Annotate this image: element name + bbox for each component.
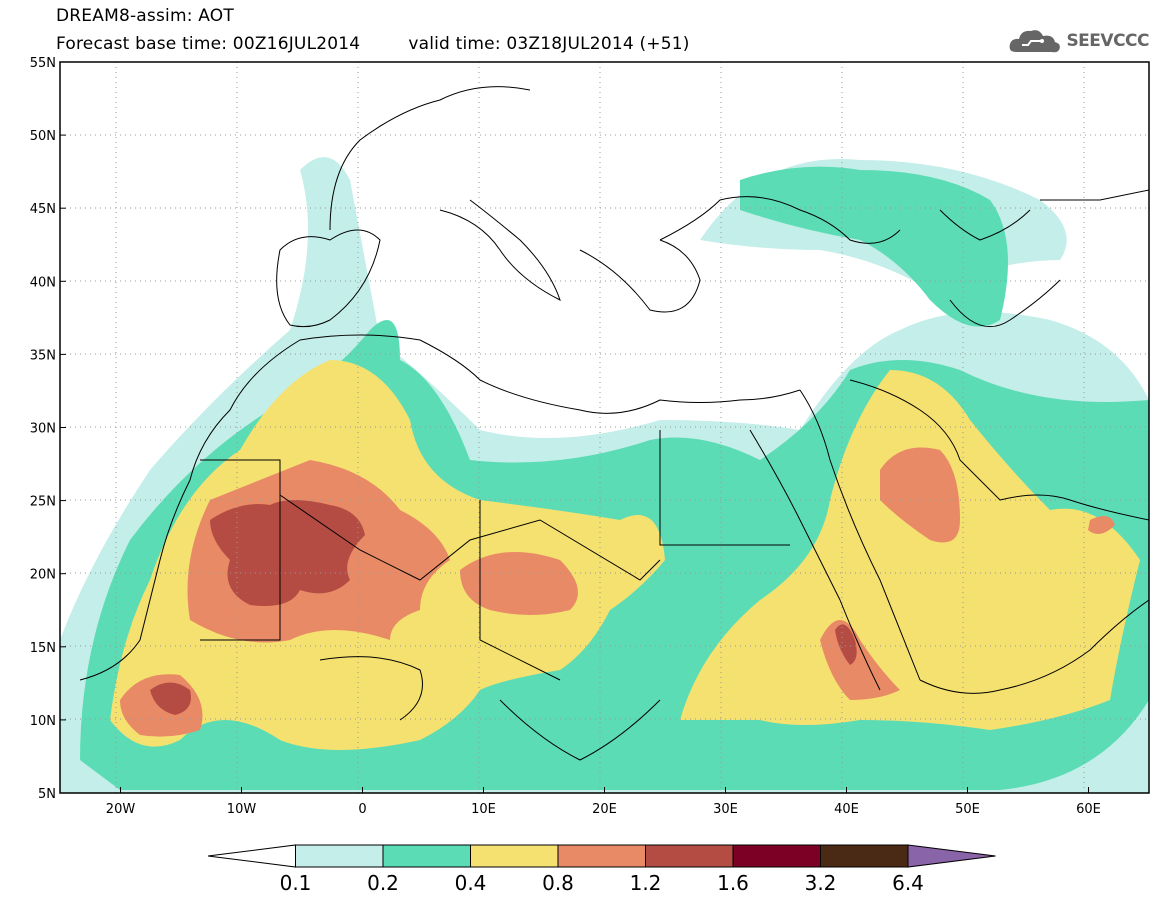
colorbar-label: 1.2 [630, 871, 662, 895]
colorbar-label: 3.2 [805, 871, 837, 895]
map-title: DREAM8-assim: AOT [56, 6, 234, 26]
colorbar-box [470, 844, 559, 868]
lat-label: 40N [30, 275, 56, 290]
lon-label: 10E [471, 802, 496, 817]
lon-label: 10W [227, 802, 257, 817]
colorbar-box [295, 844, 384, 868]
colorbar: 0.1 0.2 0.4 0.8 1.2 1.6 3.2 6.4 [207, 844, 996, 895]
colorbar-box [820, 844, 909, 868]
lon-label: 20E [592, 802, 617, 817]
lat-label: 50N [30, 129, 56, 144]
colorbar-label: 0.2 [367, 871, 399, 895]
colorbar-label: 0.8 [542, 871, 574, 895]
lat-label: 30N [30, 422, 56, 437]
longitude-labels: 20W 10W 0 10E 20E 30E 40E 50E 60E [106, 787, 1101, 817]
lat-label: 25N [30, 495, 56, 510]
graticule [60, 62, 1149, 793]
logo-text: SEEVCCC [1066, 31, 1149, 51]
colorbar-low-arrow [207, 844, 296, 868]
valid-time: valid time: 03Z18JUL2014 (+51) [408, 34, 690, 54]
colorbar-box [645, 844, 734, 868]
colorbar-box [382, 844, 471, 868]
colorbar-label: 6.4 [892, 871, 924, 895]
lon-label: 0 [358, 802, 366, 817]
lat-label: 15N [30, 641, 56, 656]
lat-label: 45N [30, 202, 56, 217]
colorbar-box [732, 844, 821, 868]
lon-label: 20W [106, 802, 136, 817]
colorbar-box [557, 844, 646, 868]
lon-label: 40E [834, 802, 859, 817]
time-info: Forecast base time: 00Z16JUL2014 valid ti… [56, 34, 690, 54]
lat-label: 5N [38, 787, 56, 802]
colorbar-label: 1.6 [717, 871, 749, 895]
base-time: Forecast base time: 00Z16JUL2014 [56, 34, 361, 54]
colorbar-label: 0.4 [455, 871, 487, 895]
lon-label: 50E [955, 802, 980, 817]
colorbar-high-arrow [907, 844, 996, 868]
lon-label: 60E [1076, 802, 1101, 817]
cloud-icon [1010, 30, 1061, 53]
aot-field [60, 157, 1149, 793]
coastlines [79, 86, 1149, 761]
lon-label: 30E [713, 802, 738, 817]
seevccc-logo: SEEVCCC [1008, 24, 1149, 58]
lat-label: 35N [30, 348, 56, 363]
lat-label: 55N [30, 56, 56, 71]
latitude-labels: 55N 50N 45N 40N 35N 30N 25N 20N 15N 10N 5N [30, 56, 66, 802]
lat-label: 10N [30, 714, 56, 729]
lat-label: 20N [30, 568, 56, 583]
colorbar-label: 0.1 [280, 871, 312, 895]
